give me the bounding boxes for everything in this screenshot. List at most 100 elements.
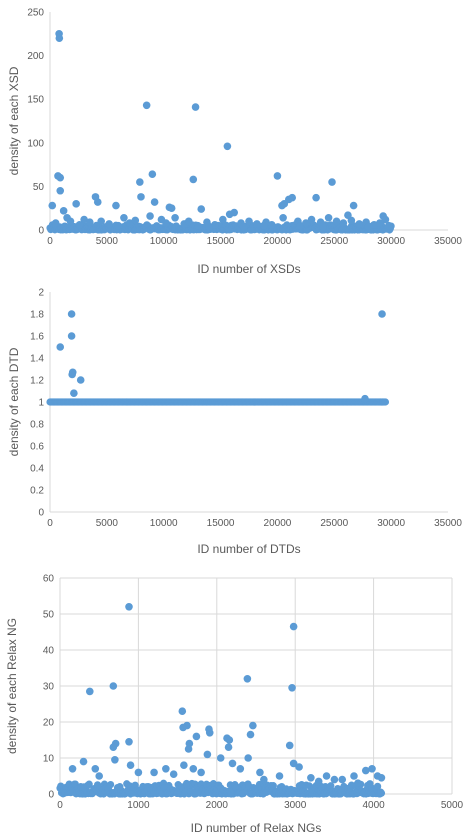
data-point (67, 332, 76, 340)
data-point (97, 217, 105, 226)
data-point (48, 201, 57, 210)
data-point (180, 761, 188, 769)
data-point (70, 389, 78, 398)
dtd-density-chart: 0 5000 10000 15000 20000 25000 30000 35000 0 0.2 0… (7, 288, 462, 557)
data-point (162, 219, 170, 227)
data-point (197, 205, 206, 213)
data-point (377, 774, 386, 782)
data-points (56, 603, 386, 798)
y-tick-label: 20 (43, 718, 55, 729)
data-point (109, 743, 118, 751)
data-point (319, 222, 327, 231)
x-tick-label: 1000 (127, 800, 150, 811)
data-point (275, 772, 284, 780)
data-point (368, 765, 376, 773)
y-tick-label: 30 (43, 682, 55, 693)
data-point (167, 204, 176, 212)
data-point (75, 220, 84, 229)
y-axis-label: density of each XSD (7, 66, 21, 175)
baseline-point (327, 782, 335, 790)
data-point (131, 216, 140, 225)
data-point (169, 770, 178, 778)
x-tick-label: 15000 (207, 236, 235, 247)
data-point (189, 175, 198, 184)
data-point (288, 193, 297, 202)
x-tick-label: 35000 (434, 518, 462, 529)
data-point (191, 103, 200, 111)
data-point (322, 772, 331, 780)
data-point (307, 774, 315, 782)
data-point (349, 201, 358, 210)
baseline-point (381, 398, 390, 406)
y-axis-label: density of each DTD (7, 347, 21, 456)
data-point (312, 193, 320, 202)
x-tick-label: 4000 (362, 800, 385, 811)
data-point (134, 768, 143, 777)
data-point (56, 186, 65, 195)
relaxng-density-chart: 0 1000 2000 3000 4000 5000 0 10 20 30 40 50 60 ID num… (5, 574, 464, 836)
data-point (76, 376, 85, 384)
data-point (56, 343, 65, 351)
data-point (142, 101, 151, 110)
y-tick-label: 100 (27, 138, 44, 149)
data-point (137, 193, 145, 201)
baseline-point (374, 782, 382, 790)
data-point (189, 765, 198, 773)
data-point (385, 221, 393, 230)
y-tick-label: 2 (38, 288, 44, 299)
data-point (91, 765, 100, 773)
data-point (381, 215, 390, 224)
data-point (148, 170, 157, 178)
y-tick-label: 1.2 (30, 376, 44, 387)
data-point (260, 775, 268, 784)
data-point (246, 730, 255, 739)
data-point (56, 173, 65, 182)
data-point (285, 741, 294, 750)
data-point (192, 732, 201, 741)
data-point (328, 178, 336, 186)
data-point (249, 721, 257, 730)
y-tick-label: 1 (38, 398, 44, 409)
data-point (72, 200, 80, 208)
y-axis-label: density of each Relax NG (5, 618, 19, 754)
xsd-density-chart: 0 5000 10000 15000 20000 25000 30000 35000 0 50 10… (7, 8, 462, 277)
data-point (244, 754, 252, 762)
data-point (126, 761, 135, 769)
data-point (184, 217, 193, 226)
data-point (332, 217, 341, 226)
data-point (288, 684, 296, 692)
x-tick-label: 20000 (264, 518, 292, 529)
data-point (354, 779, 362, 787)
data-point (239, 222, 248, 231)
data-point (105, 220, 113, 228)
data-point (55, 34, 64, 42)
data-point (314, 777, 323, 786)
x-axis-label: ID number of DTDs (197, 542, 300, 556)
data-point (361, 766, 370, 775)
x-tick-label: 5000 (96, 236, 119, 247)
y-tick-label: 1.8 (30, 310, 44, 321)
data-points (46, 310, 390, 406)
x-axis-label: ID number of Relax NGs (191, 821, 322, 835)
data-point (179, 723, 187, 732)
data-point (307, 215, 316, 224)
data-point (125, 738, 133, 746)
data-point (228, 759, 237, 768)
data-point (125, 219, 134, 227)
baseline-point (269, 782, 277, 790)
data-point (66, 217, 75, 226)
x-tick-label: 0 (57, 800, 63, 811)
data-point (259, 221, 268, 230)
x-tick-label: 30000 (377, 518, 405, 529)
data-point (375, 219, 384, 227)
data-point (146, 212, 154, 220)
data-point (95, 772, 103, 780)
data-point (194, 221, 202, 230)
x-tick-label: 35000 (434, 236, 462, 247)
data-point (330, 775, 339, 784)
data-point (109, 682, 118, 690)
data-point (67, 310, 76, 318)
x-tick-label: 10000 (150, 236, 178, 247)
data-point (364, 222, 373, 231)
data-point (295, 763, 303, 771)
